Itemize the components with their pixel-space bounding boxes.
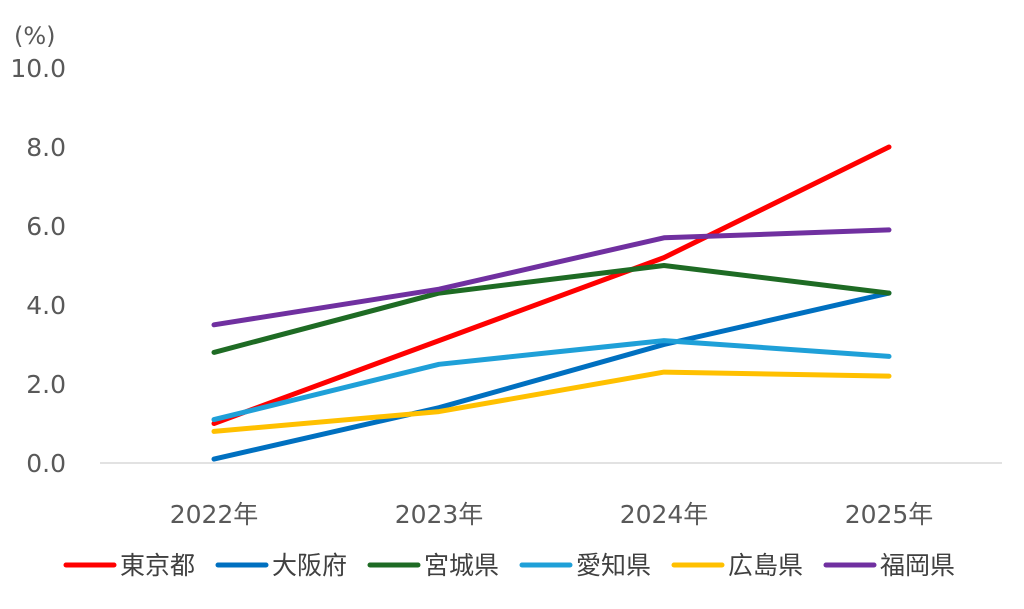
legend-label: 東京都	[120, 551, 195, 580]
y-axis-ticks: 0.0 2.0 4.0 6.0 8.0 10.0	[10, 54, 66, 478]
legend-item: 東京都	[63, 551, 195, 580]
y-axis-unit-label: (%)	[14, 22, 56, 50]
legend-item: 広島県	[671, 551, 803, 580]
legend-label: 福岡県	[880, 551, 955, 580]
x-tick-label: 2023年	[395, 500, 484, 529]
x-tick-label: 2022年	[170, 500, 259, 529]
series-line	[211, 290, 892, 462]
legend-item: 宮城県	[367, 551, 499, 580]
series-line	[211, 263, 892, 355]
x-tick-label: 2024年	[620, 500, 709, 529]
x-axis-ticks: 2022年 2023年 2024年 2025年	[170, 500, 934, 529]
y-tick-label: 0.0	[26, 449, 66, 478]
legend-label: 愛知県	[576, 551, 651, 580]
series-lines	[211, 144, 892, 462]
legend-item: 大阪府	[215, 551, 347, 580]
series-line	[211, 369, 892, 434]
legend-item: 福岡県	[823, 551, 955, 580]
y-tick-label: 4.0	[26, 291, 66, 320]
y-tick-label: 10.0	[10, 54, 66, 83]
legend-label: 広島県	[728, 551, 803, 580]
y-tick-label: 2.0	[26, 370, 66, 399]
x-tick-label: 2025年	[845, 500, 934, 529]
legend-item: 愛知県	[519, 551, 651, 580]
legend: 東京都 大阪府 宮城県 愛知県 広島県 福岡県	[63, 551, 955, 580]
legend-label: 宮城県	[424, 551, 499, 580]
series-line	[211, 227, 892, 328]
legend-label: 大阪府	[272, 551, 347, 580]
series-line	[211, 338, 892, 423]
y-tick-label: 6.0	[26, 212, 66, 241]
series-line	[211, 144, 892, 426]
y-tick-label: 8.0	[26, 133, 66, 162]
